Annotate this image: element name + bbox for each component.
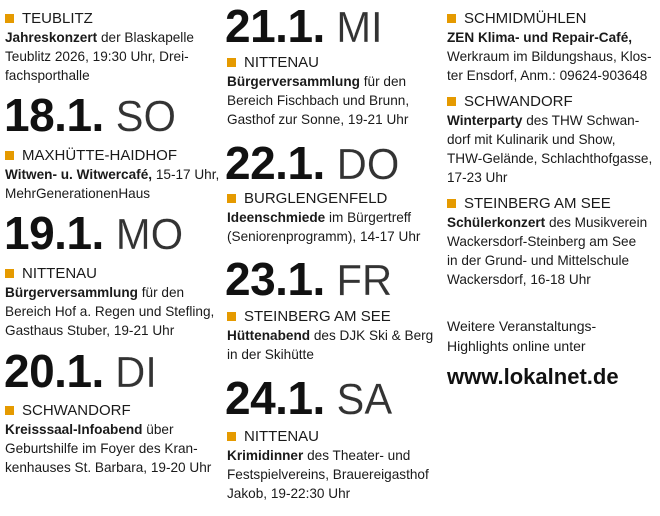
date-heading: 22.1. DO: [225, 137, 400, 189]
event-town: NITTENAU: [244, 53, 319, 71]
bullet-square-icon: [447, 97, 456, 106]
event-title: ZEN Klima- und Repair-Café,: [447, 30, 633, 45]
footer-more: Weitere Veranstaltungs- Highlights onlin…: [447, 316, 659, 390]
event-text: im Bürgertreff (Seniorenprogramm), 14-17…: [227, 210, 421, 244]
event-text: des THW Schwan- dorf mit Kulinarik und S…: [447, 113, 653, 185]
event-text: für den Bereich Hof a. Regen und Steflin…: [5, 285, 215, 338]
event-town: SCHWANDORF: [464, 92, 573, 110]
event-text: des DJK Ski & Berg in der Skihütte: [227, 328, 434, 362]
date-heading: 18.1. SO: [4, 89, 176, 141]
event-title: Jahreskonzert: [5, 30, 98, 45]
bullet-square-icon: [227, 312, 236, 321]
event-schwandorf: SCHWANDORF Kreisssaal-Infoabend über Geb…: [5, 401, 230, 477]
event-text: für den Bereich Fischbach und Brunn, Gas…: [227, 74, 410, 127]
event-town: MAXHÜTTE-HAIDHOF: [22, 146, 177, 164]
event-town: STEINBERG AM SEE: [464, 194, 611, 212]
event-title: Krimidinner: [227, 448, 304, 463]
date-heading: 21.1. MI: [225, 0, 383, 52]
event-maxhuette: MAXHÜTTE-HAIDHOF Witwen- u. Witwercafé, …: [5, 146, 230, 203]
event-town: SCHWANDORF: [22, 401, 131, 419]
event-text: Werkraum im Bildungshaus, Klos- ter Ensd…: [447, 49, 652, 83]
date-heading: 23.1. FR: [225, 253, 393, 305]
bullet-square-icon: [227, 432, 236, 441]
event-town: NITTENAU: [22, 264, 97, 282]
website-link[interactable]: www.lokalnet.de: [447, 364, 619, 389]
date-heading: 19.1. MO: [4, 207, 183, 259]
event-text: des Theater- und Festspielvereins, Braue…: [227, 448, 429, 501]
more-text: Weitere Veranstaltungs- Highlights onlin…: [447, 318, 597, 354]
date-heading: 20.1. DI: [4, 345, 157, 397]
bullet-square-icon: [5, 14, 14, 23]
event-burglengenfeld: BURGLENGENFELD Ideenschmiede im Bürgertr…: [227, 189, 452, 246]
bullet-square-icon: [5, 151, 14, 160]
event-town: NITTENAU: [244, 427, 319, 445]
event-town: STEINBERG AM SEE: [244, 307, 391, 325]
event-schwandorf: SCHWANDORF Winterparty des THW Schwan- d…: [447, 92, 659, 187]
event-text: des Musikverein Wackersdorf-Steinberg am…: [447, 215, 648, 287]
event-text: über Geburtshilfe im Foyer des Kran- ken…: [5, 422, 212, 475]
bullet-square-icon: [447, 14, 456, 23]
event-nittenau: NITTENAU Bürgerversammlung für den Berei…: [227, 53, 452, 129]
event-town: BURGLENGENFELD: [244, 189, 388, 207]
date-heading: 24.1. SA: [225, 372, 393, 424]
event-title: Winterparty: [447, 113, 523, 128]
event-text: 15-17 Uhr, MehrGenerationenHaus: [5, 167, 220, 201]
bullet-square-icon: [5, 269, 14, 278]
event-town: TEUBLITZ: [22, 9, 93, 27]
event-title: Bürgerversammlung: [5, 285, 138, 300]
event-town: SCHMIDMÜHLEN: [464, 9, 587, 27]
event-title: Schülerkonzert: [447, 215, 546, 230]
event-title: Hüttenabend: [227, 328, 311, 343]
event-nittenau: NITTENAU Bürgerversammlung für den Berei…: [5, 264, 230, 340]
bullet-square-icon: [227, 194, 236, 203]
event-title: Kreisssaal-Infoabend: [5, 422, 143, 437]
bullet-square-icon: [227, 58, 236, 67]
event-teublitz: TEUBLITZ Jahreskonzert der Blaskapelle T…: [5, 9, 230, 85]
event-schmidmuehlen: SCHMIDMÜHLEN ZEN Klima- und Repair-Café,…: [447, 9, 659, 85]
event-steinberg: STEINBERG AM SEE Schülerkonzert des Musi…: [447, 194, 659, 289]
event-text: der Blaskapelle Teublitz 2026, 19:30 Uhr…: [5, 30, 194, 83]
event-title: Witwen- u. Witwercafé,: [5, 167, 153, 182]
bullet-square-icon: [447, 199, 456, 208]
bullet-square-icon: [5, 406, 14, 415]
event-steinberg: STEINBERG AM SEE Hüttenabend des DJK Ski…: [227, 307, 452, 364]
event-title: Ideenschmiede: [227, 210, 326, 225]
event-nittenau: NITTENAU Krimidinner des Theater- und Fe…: [227, 427, 452, 503]
event-title: Bürgerversammlung: [227, 74, 360, 89]
